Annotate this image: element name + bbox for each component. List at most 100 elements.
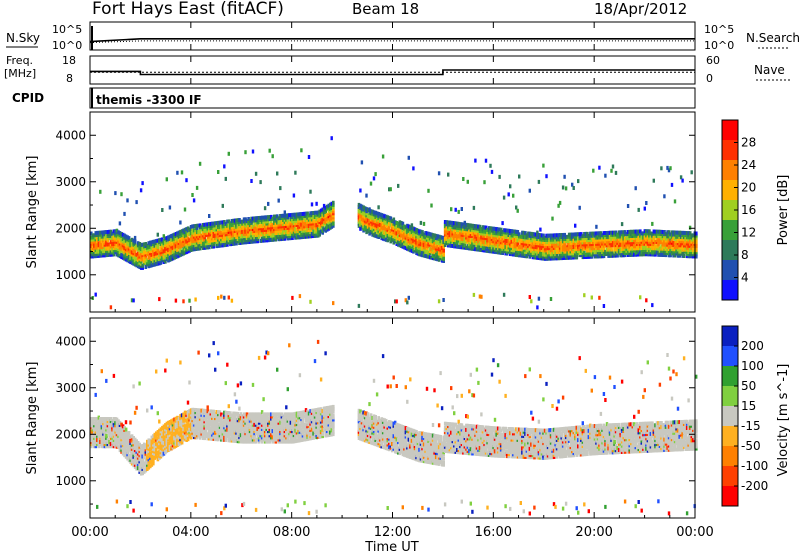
power-cell	[239, 224, 243, 228]
power-scatter-cell	[507, 192, 510, 197]
power-cell	[300, 224, 303, 229]
power-cell	[182, 243, 185, 248]
power-cell	[384, 231, 388, 236]
power-cell	[112, 248, 116, 253]
velocity-scatter-cell	[155, 369, 158, 374]
power-cell	[118, 241, 122, 246]
power-cell	[384, 227, 388, 232]
power-cell	[208, 222, 211, 227]
power-cell	[230, 237, 234, 242]
power-cell	[374, 210, 377, 215]
power-near-cell	[406, 300, 409, 305]
power-cell	[391, 223, 394, 228]
power-cell	[286, 232, 290, 237]
power-cell	[173, 232, 176, 237]
power-cell	[371, 224, 374, 229]
power-cell	[103, 251, 107, 256]
power-cell	[270, 227, 273, 232]
power-cell	[124, 244, 128, 249]
power-cell	[279, 230, 282, 235]
power-cell	[158, 255, 161, 259]
power-cell	[315, 214, 318, 219]
power-cell	[295, 212, 299, 217]
power-cell	[257, 224, 261, 229]
power-cell	[239, 230, 243, 235]
power-cell	[270, 237, 273, 242]
power-cell	[244, 225, 247, 230]
power-cell	[117, 238, 120, 243]
power-cell	[291, 225, 294, 230]
power-cell	[158, 250, 161, 255]
power-cell	[250, 220, 253, 225]
power-cell	[209, 221, 213, 226]
cpid-panel: CPID themis -3300 IF	[12, 87, 696, 109]
power-cell	[152, 246, 155, 251]
power-cell	[298, 222, 302, 227]
power-cell	[403, 237, 406, 242]
power-cell	[182, 236, 185, 241]
power-cell	[391, 237, 394, 242]
power-cell	[260, 230, 264, 235]
power-cell	[203, 239, 206, 244]
power-cell	[291, 227, 294, 232]
power-cell	[150, 257, 154, 262]
power-cell	[164, 249, 167, 254]
power-cell	[298, 220, 302, 225]
power-cell	[115, 248, 119, 253]
power-near-cell	[598, 295, 601, 300]
power-cell	[173, 253, 176, 258]
power-cell	[407, 237, 411, 242]
power-cell	[192, 243, 196, 248]
power-cell	[301, 230, 305, 235]
power-cell	[233, 241, 237, 246]
power-cell	[179, 244, 182, 249]
power-cell	[263, 215, 267, 220]
power-cell	[280, 226, 284, 231]
power-cell	[117, 249, 120, 254]
power-cell	[201, 246, 205, 250]
power-cell	[91, 243, 95, 248]
power-cell	[304, 222, 308, 227]
power-cell	[324, 226, 327, 231]
power-cell	[204, 222, 208, 227]
power-cell	[153, 254, 157, 259]
power-cell	[227, 225, 231, 230]
power-cell	[378, 214, 382, 219]
power-cell	[103, 253, 107, 258]
power-cell	[218, 224, 222, 229]
velocity-cell	[124, 427, 128, 432]
power-cell	[359, 216, 362, 221]
power-cell	[115, 250, 119, 255]
power-cell	[155, 239, 158, 244]
power-cell	[384, 216, 388, 221]
power-cell	[245, 240, 249, 245]
power-cell	[179, 242, 182, 247]
power-cell	[158, 238, 161, 243]
power-cell	[150, 246, 154, 251]
power-cell	[245, 219, 249, 224]
power-cell	[321, 213, 324, 218]
power-cell	[406, 225, 409, 230]
freq-left-label-2: [MHz]	[4, 67, 36, 80]
velocity-near-cell	[96, 504, 99, 509]
power-cell	[224, 230, 228, 235]
power-cell	[362, 209, 365, 214]
power-cell	[142, 246, 146, 251]
power-cell	[271, 237, 275, 242]
power-cell	[309, 211, 312, 216]
power-cell	[398, 241, 402, 246]
power-cell	[303, 222, 306, 227]
noise-left-label: N.Sky	[6, 31, 40, 45]
power-cell	[162, 243, 166, 248]
power-cell	[306, 213, 309, 218]
power-cell	[283, 213, 287, 218]
power-cell	[254, 233, 258, 237]
power-cell	[401, 232, 405, 237]
power-cell	[106, 238, 110, 243]
power-cell	[300, 216, 303, 221]
power-cell	[329, 225, 332, 230]
power-scatter-cell	[462, 177, 465, 181]
power-cell	[90, 252, 93, 257]
power-cell	[321, 218, 324, 223]
beam-title: Beam 18	[352, 0, 419, 18]
